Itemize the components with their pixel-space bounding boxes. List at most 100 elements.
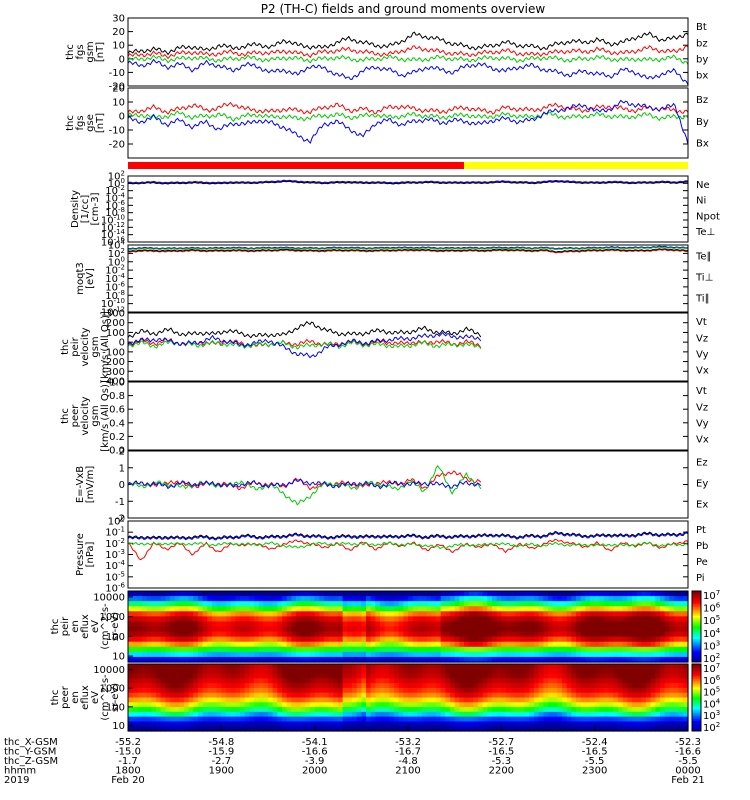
heatmap-cell (641, 626, 647, 633)
heatmap-cell (660, 721, 666, 727)
heatmap-cell (366, 631, 372, 638)
heatmap-cell (310, 641, 316, 648)
heatmap-cell (174, 601, 180, 607)
heatmap-cell (291, 678, 297, 684)
heatmap-cell (282, 616, 288, 623)
heatmap-cell (417, 631, 423, 638)
heatmap-cell (515, 626, 521, 633)
y-tick-label: 0.4 (109, 418, 125, 429)
heatmap-cell (655, 621, 661, 628)
heatmap-cell (632, 636, 638, 643)
heatmap-cell (249, 692, 255, 699)
heatmap-cell (594, 726, 600, 732)
heatmap-cell (314, 678, 320, 684)
heatmap-cell (319, 601, 325, 607)
heatmap-cell (599, 716, 605, 723)
heatmap-cell (604, 683, 610, 689)
heatmap-cell (655, 664, 661, 670)
legend-Bt: Bt (696, 22, 707, 33)
heatmap-cell (594, 646, 600, 653)
heatmap-cell (137, 606, 143, 612)
heatmap-cell (431, 601, 437, 607)
heatmap-cell (566, 702, 572, 708)
heatmap-cell (151, 636, 157, 643)
x-row-value: -16.6 (675, 747, 701, 758)
heatmap-cell (496, 611, 502, 617)
panel-6: thcpeervelocitygsm[km/s (All Qs)]1.00.80… (60, 378, 709, 457)
heatmap-cell (361, 601, 367, 607)
heatmap-cell (417, 678, 423, 684)
heatmap-cell (370, 711, 376, 718)
heatmap-cell (520, 716, 526, 723)
heatmap-cell (510, 721, 516, 727)
heatmap-cell (408, 692, 414, 699)
heatmap-cell (212, 621, 218, 628)
heatmap-cell (184, 697, 190, 703)
heatmap-cell (319, 673, 325, 679)
heatmap-cell (552, 702, 558, 708)
heatmap-cell (422, 664, 428, 670)
heatmap-cell (398, 678, 404, 684)
heatmap-cell (678, 697, 684, 703)
heatmap-cell (296, 711, 302, 718)
heatmap-cell (515, 707, 521, 713)
heatmap-cell (342, 626, 348, 633)
heatmap-cell (580, 668, 586, 675)
heatmap-cell (324, 591, 330, 597)
heatmap-cell (221, 601, 227, 607)
heatmap-cell (650, 596, 656, 602)
heatmap-cell (440, 651, 446, 658)
heatmap-cell (142, 664, 148, 670)
heatmap-cell (492, 683, 498, 689)
heatmap-cell (272, 626, 278, 633)
heatmap-cell (646, 726, 652, 732)
heatmap-cell (496, 716, 502, 723)
heatmap-cell (464, 596, 470, 602)
heatmap-cell (445, 596, 451, 602)
heatmap-cell (543, 664, 549, 670)
heatmap-cell (464, 721, 470, 727)
colorbar-cell (692, 687, 701, 690)
heatmap-cell (403, 591, 409, 597)
heatmap-cell (142, 621, 148, 628)
heatmap-cell (263, 721, 269, 727)
heatmap-cell (160, 656, 166, 663)
heatmap-cell (347, 716, 353, 723)
heatmap-cell (160, 631, 166, 638)
heatmap-cell (286, 668, 292, 675)
heatmap-cell (156, 656, 162, 663)
heatmap-cell (524, 606, 530, 612)
heatmap-cell (515, 711, 521, 718)
y-tick-label: 10-2 (105, 537, 125, 550)
heatmap-cell (319, 687, 325, 694)
heatmap-cell (655, 626, 661, 633)
heatmap-cell (347, 636, 353, 643)
heatmap-cell (132, 596, 138, 602)
heatmap-cell (627, 673, 633, 679)
heatmap-cell (487, 721, 493, 727)
heatmap-cell (641, 664, 647, 670)
heatmap-cell (464, 678, 470, 684)
heatmap-cell (478, 726, 484, 732)
heatmap-cell (263, 621, 269, 628)
heatmap-cell (244, 641, 250, 648)
heatmap-cell (356, 631, 362, 638)
heatmap-cell (669, 621, 675, 628)
heatmap-cell (142, 692, 148, 699)
heatmap-cell (641, 646, 647, 653)
heatmap-cell (258, 664, 264, 670)
heatmap-cell (244, 591, 250, 597)
heatmap-cell (515, 611, 521, 617)
heatmap-cell (487, 596, 493, 602)
heatmap-cell (660, 606, 666, 612)
heatmap-cell (408, 664, 414, 670)
heatmap-cell (627, 678, 633, 684)
heatmap-cell (314, 683, 320, 689)
heatmap-cell (464, 636, 470, 643)
heatmap-cell (664, 656, 670, 663)
heatmap-cell (618, 702, 624, 708)
heatmap-cell (356, 683, 362, 689)
heatmap-cell (268, 641, 274, 648)
heatmap-cell (613, 702, 619, 708)
heatmap-cell (632, 596, 638, 602)
